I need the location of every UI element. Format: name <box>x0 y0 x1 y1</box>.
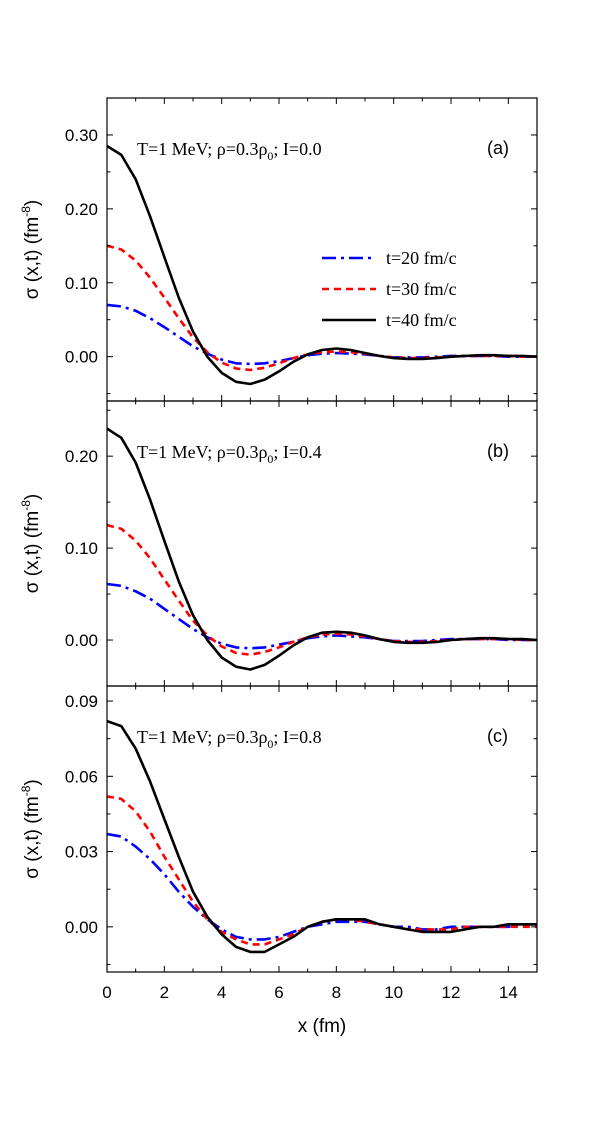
annotation-sub: 0 <box>267 737 273 751</box>
x-axis-label: x (fm) <box>298 1016 347 1037</box>
y-axis-label-sup: -8 <box>19 500 33 511</box>
y-tick-label: 0.10 <box>65 274 98 293</box>
series-line-2 <box>107 523 537 656</box>
panel-b: 0.00 0.10 0.20 σ (x,t) (fm-8) T=1 MeV; ρ=0.3… <box>19 400 538 687</box>
panel-label: (a) <box>487 138 509 158</box>
x-tick-label: 2 <box>160 983 169 1002</box>
y-tick-label: 0.10 <box>65 539 98 558</box>
annotation-main: T=1 MeV; ρ=0.3ρ <box>137 442 267 462</box>
y-tick-label: 0.06 <box>65 767 98 786</box>
series-line-2 <box>107 244 537 372</box>
y-axis-label: σ (x,t) (fm-8) <box>19 494 43 593</box>
y-axis-label-sup: -8 <box>19 785 33 796</box>
annotation-main: T=1 MeV; ρ=0.3ρ <box>137 139 267 159</box>
y-axis-label-close: ) <box>22 200 43 206</box>
panel-annotation: T=1 MeV; ρ=0.3ρ0; I=0.0 <box>137 139 322 163</box>
panel-a: 0.00 0.10 0.20 0.30 σ (x,t) (fm-8) T=1 MeV; ρ… <box>19 97 538 402</box>
x-tick-label: 10 <box>384 983 403 1002</box>
y-tick-label: 0.09 <box>65 692 98 711</box>
x-tick-label: 0 <box>102 983 111 1002</box>
annotation-sub: 0 <box>267 149 273 163</box>
y-tick-label: 0.00 <box>65 348 98 367</box>
panel-annotation: T=1 MeV; ρ=0.3ρ0; I=0.4 <box>137 442 322 466</box>
y-axis-label-close: ) <box>22 494 43 500</box>
x-tick-label: 12 <box>442 983 461 1002</box>
panel-label: (c) <box>487 726 508 746</box>
y-tick-label: 0.03 <box>65 843 98 862</box>
legend-label-2: t=30 fm/c <box>386 279 457 299</box>
y-axis-label-sup: -8 <box>19 206 33 217</box>
annotation-sub: 0 <box>267 452 273 466</box>
y-axis-label-main: σ (x,t) (fm <box>22 796 43 878</box>
series-line-3 <box>107 144 537 386</box>
x-tick-label: 8 <box>332 983 341 1002</box>
annotation-suffix: ; I=0.8 <box>273 727 321 747</box>
series-line-1 <box>107 832 537 941</box>
panel-c: 0.00 0.03 0.06 0.09 σ (x,t) (fm-8) T=1 MeV; ρ… <box>19 685 538 1037</box>
annotation-suffix: ; I=0.4 <box>273 442 321 462</box>
series-line-3 <box>107 719 537 954</box>
panel-label: (b) <box>487 441 509 461</box>
x-tick-label: 14 <box>499 983 518 1002</box>
x-tick-label: 6 <box>274 983 283 1002</box>
panel-annotation: T=1 MeV; ρ=0.3ρ0; I=0.8 <box>137 727 322 751</box>
y-tick-label: 0.30 <box>65 126 98 145</box>
y-axis-label: σ (x,t) (fm-8) <box>19 200 43 299</box>
x-tick-label: 4 <box>217 983 226 1002</box>
series-line-1 <box>107 582 537 650</box>
legend-label-3: t=40 fm/c <box>386 310 457 330</box>
y-tick-label: 0.00 <box>65 918 98 937</box>
y-axis-label-main: σ (x,t) (fm <box>22 217 43 299</box>
annotation-suffix: ; I=0.0 <box>273 139 321 159</box>
y-tick-label: 0.20 <box>65 447 98 466</box>
legend-label-1: t=20 fm/c <box>386 248 457 268</box>
plot-frame <box>106 685 538 973</box>
y-tick-label: 0.20 <box>65 200 98 219</box>
y-axis-label: σ (x,t) (fm-8) <box>19 779 43 878</box>
y-axis-label-close: ) <box>22 779 43 785</box>
y-axis-label-main: σ (x,t) (fm <box>22 511 43 593</box>
y-tick-label: 0.00 <box>65 631 98 650</box>
series-line-3 <box>107 427 537 671</box>
annotation-main: T=1 MeV; ρ=0.3ρ <box>137 727 267 747</box>
